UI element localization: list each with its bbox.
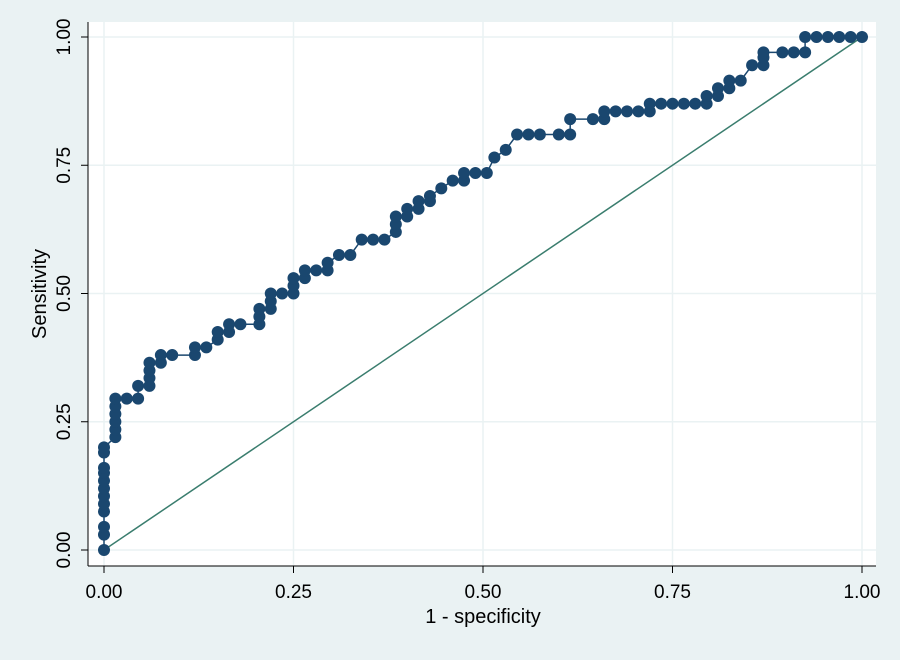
- x-tick-label: 0.25: [275, 582, 312, 603]
- roc-point: [799, 46, 812, 59]
- roc-point: [120, 392, 133, 405]
- roc-point: [643, 97, 656, 110]
- roc-point: [632, 105, 645, 118]
- roc-point: [435, 182, 448, 195]
- roc-point: [833, 31, 846, 43]
- gridlines: [88, 22, 876, 566]
- roc-point: [310, 264, 323, 277]
- roc-point: [188, 341, 201, 354]
- roc-point: [564, 128, 577, 141]
- roc-point: [609, 105, 622, 118]
- roc-point: [98, 520, 110, 533]
- roc-point: [711, 82, 724, 95]
- roc-point: [776, 46, 789, 59]
- roc-point: [799, 31, 812, 43]
- x-tick-label: 0.75: [654, 582, 691, 603]
- y-tick-label: 0.25: [54, 403, 75, 440]
- roc-point: [522, 128, 535, 141]
- axes: 0.00 0.00 0.25 0.25 0.50 0.50 0.75 0.75 1.00 1.00: [54, 19, 880, 603]
- x-axis-label: 1 - specificity: [425, 606, 541, 628]
- roc-point: [746, 59, 759, 72]
- roc-point: [132, 392, 145, 405]
- roc-point: [200, 341, 213, 354]
- roc-point: [469, 166, 482, 179]
- roc-point: [621, 105, 634, 118]
- roc-point: [378, 233, 391, 246]
- roc-point: [598, 105, 611, 118]
- roc-point: [723, 74, 736, 87]
- roc-point: [344, 249, 357, 262]
- roc-point: [655, 97, 668, 110]
- x-tick-label: 0.00: [86, 582, 123, 603]
- y-axis-label: Sensitivity: [29, 249, 51, 339]
- roc-point: [700, 89, 713, 102]
- roc-point: [234, 318, 247, 331]
- reference-line-group: [103, 36, 863, 551]
- roc-point: [821, 31, 834, 43]
- y-tick-label: 0.00: [54, 532, 75, 569]
- roc-series-group: [98, 31, 868, 556]
- roc-point: [332, 249, 345, 262]
- roc-point: [143, 356, 156, 369]
- y-tick-label: 0.50: [54, 275, 75, 312]
- x-tick-label: 1.00: [844, 582, 881, 603]
- roc-point: [677, 97, 690, 110]
- roc-point: [734, 74, 747, 87]
- roc-point: [533, 128, 546, 141]
- roc-point: [367, 233, 380, 246]
- roc-point: [511, 128, 524, 141]
- roc-point: [389, 210, 402, 223]
- y-tick-label: 1.00: [54, 19, 75, 56]
- roc-point: [132, 379, 145, 392]
- y-tick-label: 0.75: [54, 147, 75, 184]
- roc-point: [109, 392, 122, 405]
- roc-point: [287, 272, 300, 285]
- roc-point: [223, 318, 236, 331]
- roc-point: [321, 256, 334, 269]
- roc-point: [446, 174, 459, 187]
- roc-point: [298, 264, 311, 277]
- roc-point: [552, 128, 565, 141]
- roc-point: [355, 233, 368, 246]
- roc-point: [488, 151, 501, 164]
- roc-point: [211, 325, 224, 338]
- roc-point: [276, 287, 289, 300]
- reference-line: [103, 36, 863, 551]
- x-tick-label: 0.50: [465, 582, 502, 603]
- roc-point: [787, 46, 800, 59]
- roc-point: [480, 166, 493, 179]
- roc-point: [757, 46, 770, 59]
- roc-point: [166, 349, 179, 362]
- roc-point: [423, 190, 436, 203]
- roc-point: [564, 113, 577, 126]
- roc-point: [98, 441, 110, 454]
- roc-point: [98, 544, 110, 556]
- roc-point: [98, 461, 110, 474]
- roc-point: [264, 287, 277, 300]
- roc-point: [856, 31, 868, 43]
- roc-point: [458, 166, 471, 179]
- roc-point: [844, 31, 857, 43]
- roc-point: [154, 349, 167, 362]
- roc-point: [689, 97, 702, 110]
- roc-point: [499, 143, 512, 156]
- roc-point: [810, 31, 823, 43]
- roc-point: [253, 302, 266, 315]
- roc-point: [586, 113, 599, 126]
- roc-point: [666, 97, 679, 110]
- roc-point: [401, 202, 414, 215]
- roc-point: [412, 195, 425, 208]
